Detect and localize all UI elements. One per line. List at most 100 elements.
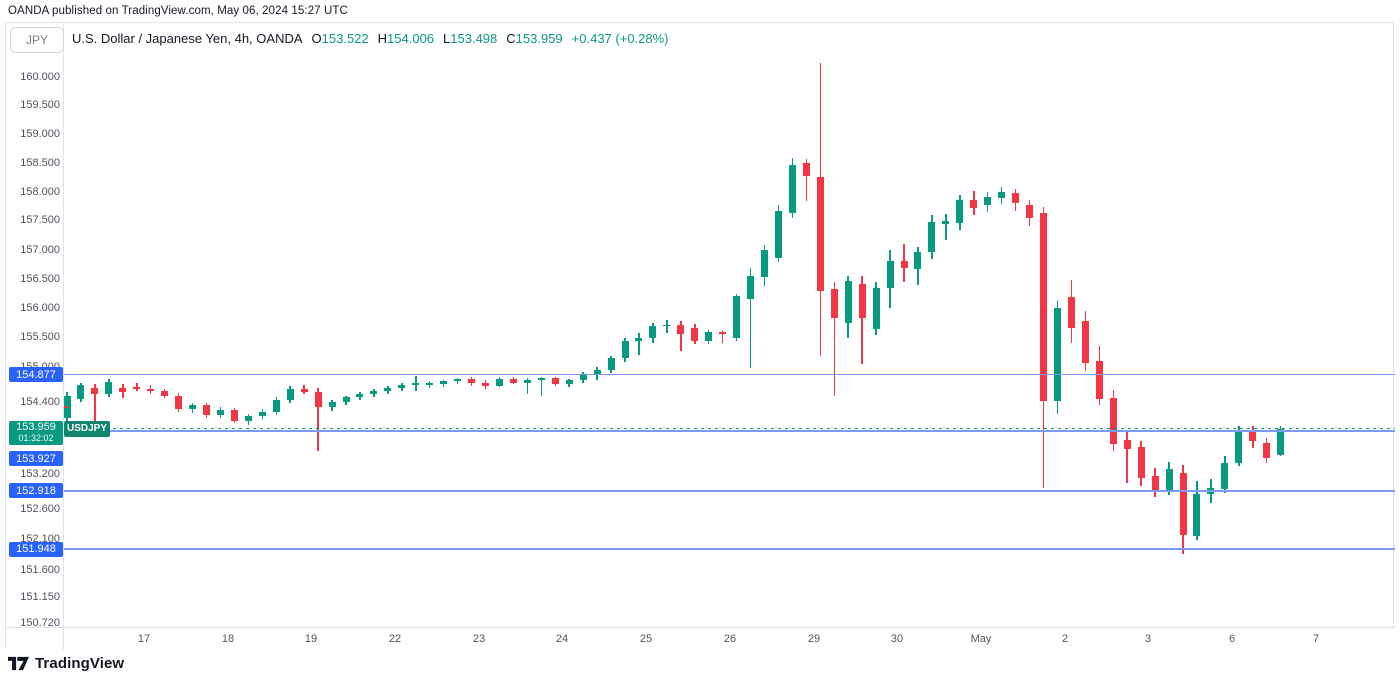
price-tick-label: 157.000 <box>20 243 60 256</box>
price-tick-label: 156.000 <box>20 301 60 314</box>
candle-wick <box>1126 431 1128 484</box>
candle-body <box>900 260 908 268</box>
publisher-bar: OANDA published on TradingView.com, May … <box>8 5 348 17</box>
candle-body <box>1040 212 1047 401</box>
chart-legend: U.S. Dollar / Japanese Yen, 4h, OANDA O15… <box>72 31 669 46</box>
candle-body <box>677 324 685 335</box>
time-tick-label: 3 <box>1144 633 1152 645</box>
candle-body <box>984 196 992 205</box>
current-price-value: 153.959 <box>16 421 56 434</box>
chart-widget: USDJPY 160.000 159.500 159.000 158.500 158.0… <box>5 22 1395 650</box>
time-tick-label: 23 <box>472 633 486 645</box>
candle-body <box>607 358 615 370</box>
candle-body <box>91 387 99 394</box>
price-tick-label: 150.720 <box>20 616 60 627</box>
price-tick-label: 160.000 <box>20 70 60 83</box>
candle-wick <box>680 321 682 352</box>
candle-body <box>788 164 796 214</box>
candle-body <box>119 387 127 393</box>
candle-body <box>244 416 252 421</box>
candle-body <box>761 250 768 278</box>
chart-area[interactable]: USDJPY <box>6 23 1395 627</box>
candle-body <box>77 384 85 400</box>
candle-body <box>1109 398 1117 445</box>
price-tick-label: 158.500 <box>20 156 60 169</box>
ohlc-pair: H154.006 <box>378 31 434 46</box>
time-tick-label: 19 <box>304 633 318 645</box>
candle-wick <box>94 383 96 426</box>
candle-body <box>872 287 880 329</box>
candle-body <box>928 221 936 253</box>
ohlc-values: O153.522 H154.006 L153.498 C153.959 <box>303 31 563 46</box>
candle-body <box>830 289 838 318</box>
symbol-title: U.S. Dollar / Japanese Yen, 4h, OANDA <box>72 31 303 46</box>
candle-body <box>189 405 197 410</box>
candle-body <box>844 280 852 323</box>
candle-body <box>412 383 420 385</box>
tradingview-logo-text: TradingView <box>35 655 125 672</box>
candle-wick <box>136 382 138 391</box>
candle-body <box>356 393 364 398</box>
time-tick-label: 25 <box>639 633 653 645</box>
candle-body <box>747 275 755 300</box>
candle-body <box>509 379 517 383</box>
price-line-badge: 152.918 <box>9 483 63 499</box>
ohlc-pair: O153.522 <box>312 31 369 46</box>
candle-body <box>691 328 699 341</box>
horizontal-line[interactable] <box>64 429 1395 432</box>
candle-body <box>802 162 810 176</box>
price-axis[interactable]: 160.000 159.500 159.000 158.500 158.000 157.5… <box>6 23 64 627</box>
symbol-search-box[interactable]: JPY <box>10 27 64 53</box>
horizontal-line[interactable] <box>64 548 1395 550</box>
candle-body <box>1235 432 1243 464</box>
price-line-badge: 153.927 <box>9 451 63 467</box>
candle-body <box>565 380 573 384</box>
candle-body <box>272 399 280 413</box>
horizontal-line[interactable] <box>64 490 1395 492</box>
candle-body <box>1221 463 1229 489</box>
candle-body <box>1193 493 1201 537</box>
candle-body <box>1263 443 1271 458</box>
candle-wick <box>805 158 808 201</box>
candle-body <box>1026 205 1034 219</box>
candle-body <box>914 252 922 269</box>
price-tick-label: 152.600 <box>20 503 60 516</box>
candle-body <box>1081 320 1089 364</box>
candle-body <box>956 199 964 223</box>
candle-body <box>328 402 336 408</box>
price-line-badge: 154.877 <box>9 367 63 383</box>
change-value: +0.437 (+0.28%) <box>571 31 669 46</box>
time-tick-label: 30 <box>890 633 904 645</box>
candle-body <box>398 384 406 388</box>
ohlc-value: 153.959 <box>515 31 563 46</box>
candle-body <box>203 405 210 416</box>
candle-body <box>384 387 392 391</box>
candle-body <box>147 388 155 392</box>
horizontal-line[interactable] <box>64 373 1395 376</box>
candle-body <box>970 199 978 208</box>
time-tick-label: 17 <box>137 633 151 645</box>
candle-body <box>1137 447 1145 479</box>
candle-body <box>1123 440 1131 450</box>
price-tick-label: 154.400 <box>20 396 60 409</box>
candle-body <box>551 378 559 384</box>
ohlc-key: C <box>506 31 516 46</box>
candle-body <box>426 382 434 385</box>
candle-body <box>258 412 266 417</box>
candle-body <box>579 374 587 381</box>
candle-body <box>719 331 727 335</box>
tradingview-logo[interactable]: TradingView <box>8 655 124 672</box>
candle-wick <box>945 214 947 240</box>
time-tick-label: 22 <box>388 633 402 645</box>
candle-body <box>774 210 782 258</box>
candle-body <box>537 378 545 381</box>
candle-body <box>1249 430 1257 442</box>
price-tick-label: 151.600 <box>20 563 60 576</box>
current-price-line <box>64 427 1395 430</box>
candle-wick <box>526 377 529 394</box>
time-tick-label: 24 <box>555 633 569 645</box>
candle-body <box>663 324 671 327</box>
candle-body <box>593 369 601 375</box>
candle-body <box>1151 476 1159 491</box>
time-axis[interactable]: 17 18 19 22 23 24 25 26 29 30 May 2 3 6 7 <box>64 627 1395 650</box>
